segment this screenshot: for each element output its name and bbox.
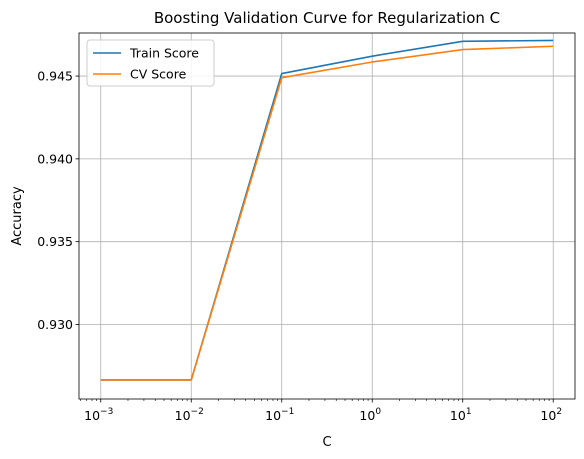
y-tick-label: 0.935 xyxy=(37,234,73,249)
y-axis-ticks: 0.930 0.935 0.940 0.945 xyxy=(37,69,79,332)
y-axis-label: Accuracy xyxy=(10,186,25,246)
plot-area-frame xyxy=(78,32,576,400)
x-tick-label: 10−3 xyxy=(84,407,113,423)
x-tick-label: 100 xyxy=(359,407,381,423)
chart-legend: Train Score CV Score xyxy=(86,39,215,87)
legend-label-cv-score: CV Score xyxy=(130,67,187,82)
grid-lines xyxy=(79,33,575,399)
y-tick-label: 0.945 xyxy=(37,69,73,84)
x-tick-label: 10−2 xyxy=(175,407,204,423)
x-tick-label: 10−1 xyxy=(265,407,294,423)
cv-score-line xyxy=(100,45,554,381)
x-axis-ticks: 10−3 10−2 10−1 100 101 102 xyxy=(80,399,562,423)
y-tick-label: 0.930 xyxy=(37,317,73,332)
series-lines xyxy=(100,39,554,381)
x-tick-label: 102 xyxy=(540,407,562,423)
y-tick-label: 0.940 xyxy=(37,151,73,166)
train-score-line xyxy=(100,39,554,381)
x-axis-label: C xyxy=(322,435,331,450)
legend-label-train-score: Train Score xyxy=(129,46,199,61)
chart-title: Boosting Validation Curve for Regulariza… xyxy=(154,9,500,27)
x-tick-label: 101 xyxy=(450,407,472,423)
